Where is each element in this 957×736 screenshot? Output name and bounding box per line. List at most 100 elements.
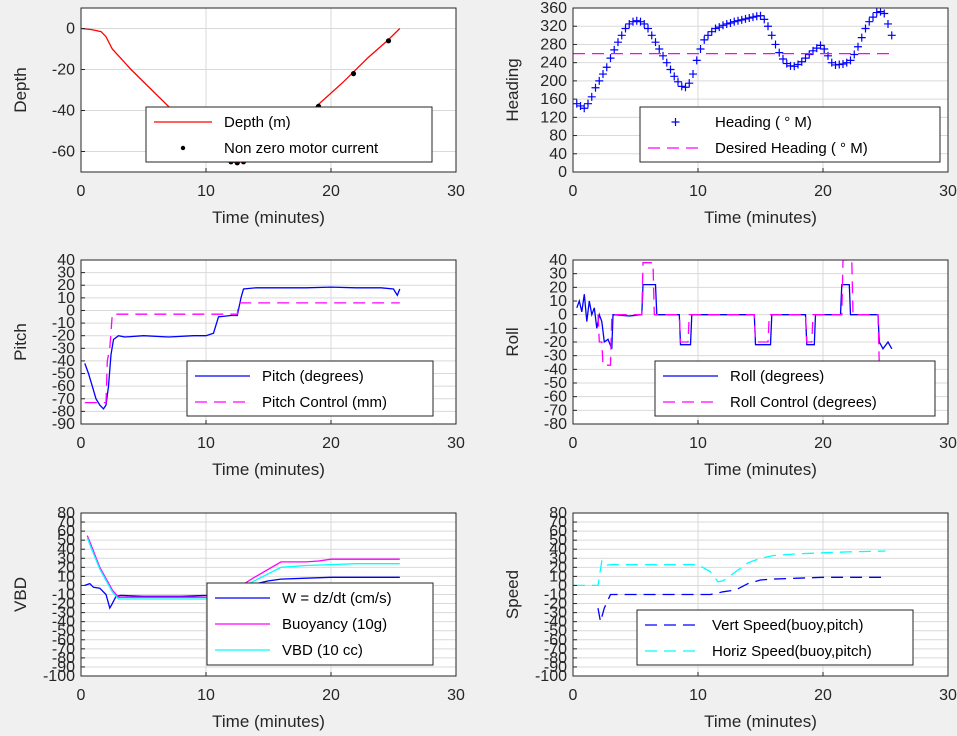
y-tick-label: -60 <box>544 632 567 649</box>
series-1-point <box>884 19 892 28</box>
subplot-3: 0 10 20 30403020100-10-20-30-40-50-60-70-80… <box>11 252 465 479</box>
series-1-point <box>760 15 769 24</box>
y-tick-label: -90 <box>544 659 567 676</box>
legend-swatch <box>180 145 186 151</box>
y-tick-label: -70 <box>52 391 75 408</box>
data-area <box>576 260 893 366</box>
series-1-point <box>610 45 619 54</box>
series-1-point <box>715 23 724 32</box>
legend-box <box>639 106 941 163</box>
data-area <box>84 286 401 410</box>
series-2-point <box>350 71 357 77</box>
x-tick-label: 20 <box>322 435 340 452</box>
series-2-line <box>597 260 892 366</box>
series-1-point <box>587 92 596 101</box>
series-1-point <box>854 42 862 51</box>
series-1-point <box>711 24 720 33</box>
y-tick-label: 10 <box>549 293 567 310</box>
y-tick-label: -50 <box>52 623 75 640</box>
series-1-point <box>775 48 784 57</box>
y-tick-label: 80 <box>549 505 567 522</box>
series-1-point <box>722 19 731 28</box>
series-1-point <box>749 13 757 22</box>
y-axis-label: Speed <box>503 570 522 619</box>
series-1-point <box>887 31 896 40</box>
y-tick-label: 70 <box>549 514 567 531</box>
series-1-point <box>745 14 754 23</box>
legend-label: Roll (degrees) <box>730 368 824 385</box>
x-tick-label: 0 <box>569 183 578 200</box>
series-1-point <box>737 15 746 24</box>
y-tick-label: 40 <box>57 541 75 558</box>
series-1-point <box>861 24 870 33</box>
legend-box <box>145 106 433 163</box>
y-tick-label: -100 <box>43 668 75 685</box>
series-1-point <box>719 21 727 30</box>
legend-label: Desired Heading ( ° M) <box>715 140 868 157</box>
legend-label: Pitch (degrees) <box>262 368 364 385</box>
x-tick-label: 10 <box>689 687 707 704</box>
y-tick-label: 70 <box>57 514 75 531</box>
series-1-point <box>662 58 671 67</box>
series-1-point <box>617 31 626 40</box>
y-tick-label: 0 <box>66 577 75 594</box>
y-tick-label: 30 <box>549 266 567 283</box>
series-1-point <box>872 8 881 17</box>
x-tick-label: 20 <box>322 183 340 200</box>
legend-label: Buoyancy (10g) <box>282 616 387 633</box>
y-tick-label: -80 <box>544 650 567 667</box>
legend: Roll (degrees) Roll Control (degrees) <box>654 360 936 417</box>
series-1-point <box>839 60 847 69</box>
y-tick-label: -80 <box>52 650 75 667</box>
series-1-point <box>805 50 814 59</box>
y-tick-label: 40 <box>549 252 567 269</box>
series-1-point <box>696 45 705 53</box>
y-tick-label: 30 <box>549 550 567 567</box>
y-tick-label: -30 <box>52 605 75 622</box>
series-1-point <box>614 38 622 47</box>
y-tick-label: 0 <box>558 164 567 181</box>
y-tick-label: 40 <box>549 146 567 163</box>
subplot-1: 0 10 20 30 0 -20 -40 -60 Time (minutes) Depth Dept… <box>11 7 465 227</box>
y-tick-label: -40 <box>52 614 75 631</box>
series-1-line <box>84 576 400 610</box>
y-tick-label: 120 <box>540 109 567 126</box>
series-1-point <box>647 31 656 40</box>
y-tick-label: -70 <box>544 641 567 658</box>
y-tick-label: -70 <box>544 402 567 419</box>
y-tick-label: -20 <box>544 334 567 351</box>
y-tick-label: 30 <box>57 550 75 567</box>
legend-label: Roll Control (degrees) <box>730 394 877 411</box>
x-tick-label: 0 <box>569 435 578 452</box>
series-1-point <box>640 19 649 28</box>
series-1-point <box>595 76 604 85</box>
legend-label: VBD (10 cc) <box>282 642 363 659</box>
x-tick-label: 20 <box>322 687 340 704</box>
y-tick-label: 20 <box>57 559 75 576</box>
x-tick-label: 10 <box>197 687 215 704</box>
y-tick-label: -60 <box>52 144 75 161</box>
series-2-line <box>573 550 886 587</box>
series-1-point <box>685 79 694 88</box>
legend: Depth (m) Non zero motor current <box>145 106 433 163</box>
series-1-point <box>681 83 690 92</box>
axes-border <box>80 259 457 425</box>
y-axis-label: Depth <box>11 67 30 112</box>
subplot-5: 0 10 20 3080706050403020100-10-20-30-40-50-… <box>11 505 465 731</box>
y-tick-label: 20 <box>549 559 567 576</box>
series-1-point <box>599 70 607 79</box>
axes-border <box>572 7 949 173</box>
series-1-point <box>677 82 686 91</box>
y-tick-label: -60 <box>52 378 75 395</box>
legend-label: Depth (m) <box>224 114 291 131</box>
series-1-point <box>689 70 697 79</box>
y-tick-label: 30 <box>57 265 75 282</box>
y-tick-label: 10 <box>57 290 75 307</box>
x-tick-label: 30 <box>447 183 465 200</box>
y-tick-label: -20 <box>52 596 75 613</box>
legend-box <box>636 609 914 666</box>
series-1-line <box>84 286 401 410</box>
series-1-point <box>674 77 682 86</box>
